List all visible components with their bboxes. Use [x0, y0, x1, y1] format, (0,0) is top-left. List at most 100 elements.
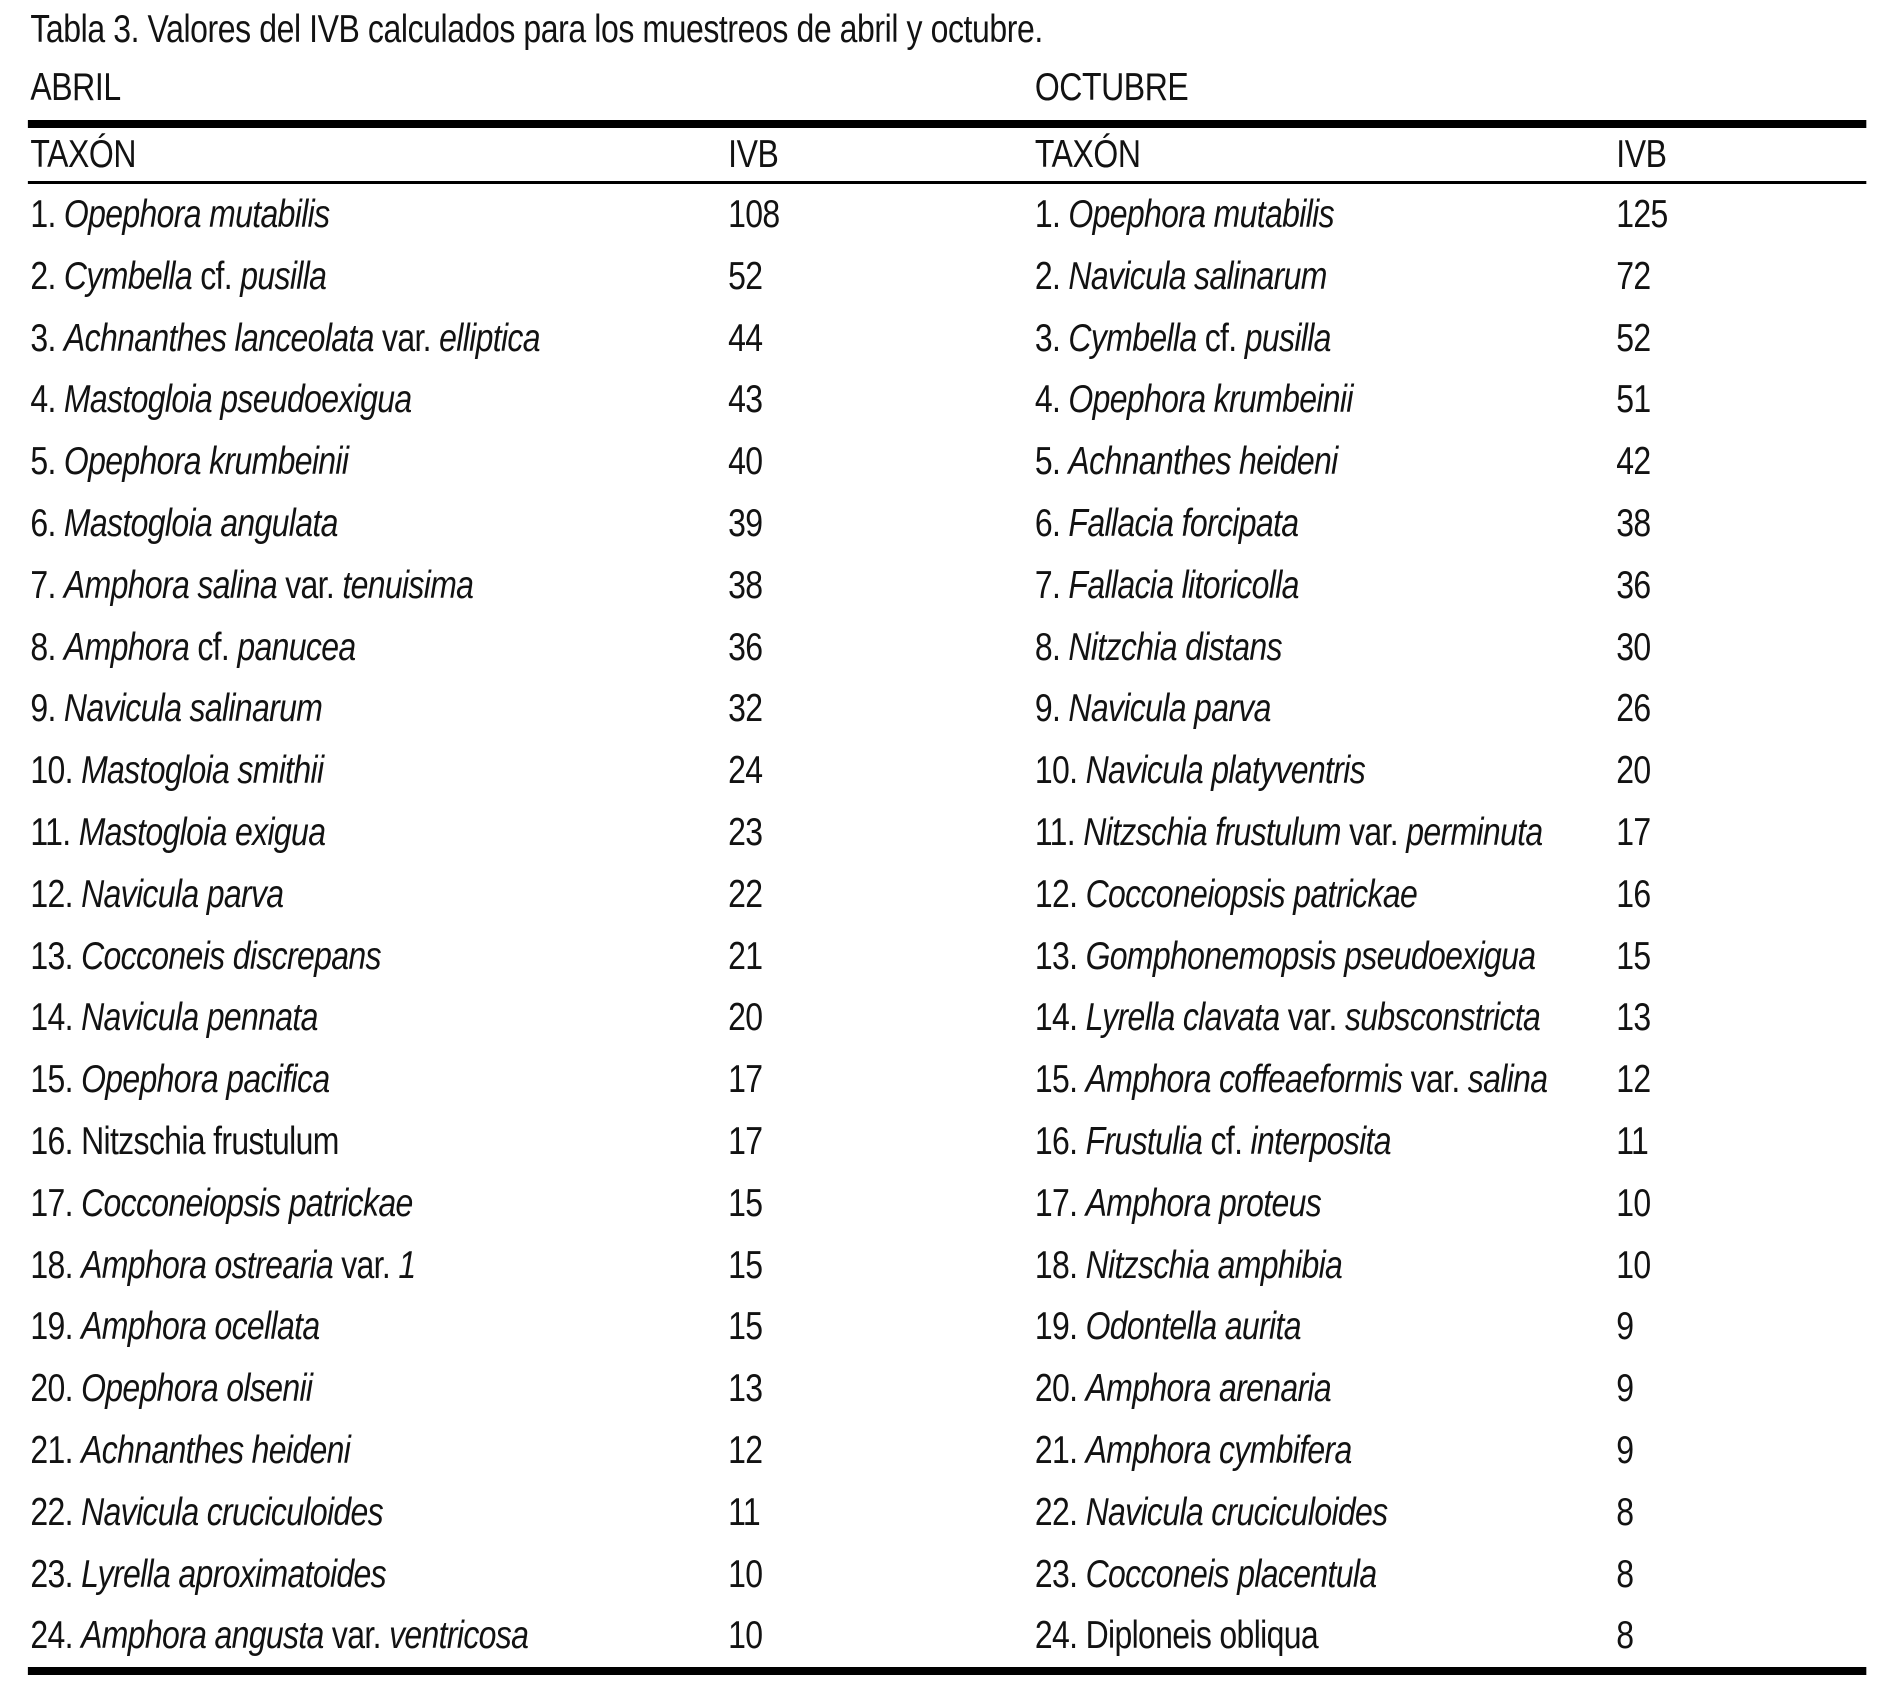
row-number: 5.: [30, 440, 64, 484]
taxon-cell: 5. Achnanthes heideni: [1035, 431, 1616, 493]
ivb-value: 13: [728, 1367, 763, 1411]
ivb-value: 15: [1616, 934, 1651, 978]
row-number: 17.: [1034, 1181, 1086, 1225]
row-number: 20.: [1034, 1367, 1086, 1411]
ivb-value: 8: [1616, 1614, 1634, 1658]
ivb-value: 72: [1616, 254, 1651, 298]
taxon-name-segment: cf.: [200, 254, 241, 298]
taxon-name-segment: Navicula pennata: [81, 996, 318, 1040]
ivb-value: 40: [728, 440, 763, 484]
table-row: 9. Navicula salinarum 32 9. Navicula parva…: [0, 678, 1894, 740]
row-number: 2.: [1034, 254, 1069, 298]
taxon-cell: 22. Navicula cruciculoides: [30, 1482, 728, 1544]
top-rule: [27, 120, 1867, 128]
taxon-name-segment: Lyrella clavata: [1085, 996, 1288, 1040]
row-number: 1.: [30, 193, 64, 236]
taxon-name-segment: Amphora: [63, 625, 198, 669]
row-number: 4.: [1034, 378, 1069, 422]
row-number: 24.: [1034, 1614, 1086, 1658]
ivb-value: 20: [728, 996, 763, 1040]
row-number: 6.: [30, 501, 64, 545]
ivb-value: 23: [728, 810, 763, 854]
taxon-name-segment: Amphora arenaria: [1085, 1367, 1332, 1411]
taxon-name-segment: Cymbella: [1068, 316, 1205, 360]
taxon-cell: 1. Opephora mutabilis: [30, 184, 728, 246]
row-number: 8.: [30, 625, 64, 669]
ivb-value: 15: [728, 1243, 763, 1287]
ivb-value: 51: [1616, 378, 1651, 422]
taxon-name-segment: Amphora cymbifera: [1085, 1428, 1353, 1472]
taxon-name-segment: Diploneis obliqua: [1085, 1614, 1319, 1658]
ivb-value: 10: [728, 1614, 763, 1658]
taxon-cell: 24. Diploneis obliqua: [1035, 1605, 1616, 1667]
ivb-value: 52: [1616, 316, 1651, 360]
ivb-value: 10: [1616, 1181, 1651, 1225]
ivb-value: 12: [728, 1428, 763, 1472]
taxon-name-segment: Cymbella: [63, 254, 201, 298]
row-number: 9.: [1034, 687, 1069, 731]
row-number: 7.: [30, 563, 64, 607]
ivb-value: 30: [1616, 625, 1651, 669]
taxon-cell: 19. Odontella aurita: [1035, 1296, 1616, 1358]
table-row: 15. Opephora pacifica 17 15. Amphora coffe…: [0, 1049, 1894, 1111]
taxon-name-segment: Gomphonemopsis pseudoexigua: [1085, 934, 1537, 978]
col-header-ivb-april: IVB: [728, 133, 779, 176]
ivb-value: 125: [1616, 193, 1668, 236]
ivb-value: 39: [728, 501, 763, 545]
table-row: 21. Achnanthes heideni 12 21. Amphora cymb…: [0, 1420, 1894, 1482]
ivb-value: 15: [728, 1305, 763, 1349]
taxon-name-segment: ventricosa: [389, 1614, 529, 1658]
table-row: 14. Navicula pennata 20 14. Lyrella clavat…: [0, 987, 1894, 1049]
row-number: 21.: [1034, 1428, 1086, 1472]
taxon-cell: 4. Opephora krumbeinii: [1035, 369, 1616, 431]
table-caption: Tabla 3. Valores del IVB calculados para…: [30, 8, 1043, 51]
taxon-name-segment: Navicula salinarum: [1068, 254, 1327, 298]
row-number: 2.: [30, 254, 64, 298]
ivb-value: 17: [1616, 810, 1651, 854]
taxon-cell: 21. Achnanthes heideni: [30, 1420, 728, 1482]
taxon-name-segment: Amphora proteus: [1085, 1181, 1322, 1225]
column-header-row: TAXÓN IVB TAXÓN IVB: [0, 133, 1894, 177]
taxon-cell: 14. Navicula pennata: [30, 987, 728, 1049]
month-header-row: ABRIL OCTUBRE: [0, 66, 1894, 110]
taxon-name-segment: var.: [285, 563, 343, 607]
table-row: 19. Amphora ocellata 15 19. Odontella auri…: [0, 1296, 1894, 1358]
taxon-name-segment: Amphora coffeaeformis: [1085, 1058, 1411, 1102]
header-rule: [27, 181, 1867, 184]
ivb-value: 17: [728, 1119, 763, 1163]
ivb-value: 38: [728, 563, 763, 607]
taxon-cell: 15. Amphora coffeaeformis var. salina: [1035, 1049, 1616, 1111]
taxon-cell: 13. Cocconeis discrepans: [30, 926, 728, 988]
taxon-name-segment: 1: [398, 1243, 416, 1287]
row-number: 1.: [1034, 193, 1069, 236]
taxon-name-segment: panucea: [237, 625, 356, 669]
ivb-value: 12: [1616, 1058, 1651, 1102]
taxon-name-segment: Cocconeis discrepans: [81, 934, 381, 978]
taxon-name-segment: var.: [341, 1243, 399, 1287]
table-row: 2. Cymbella cf. pusilla 52 2. Navicula sal…: [0, 246, 1894, 308]
taxon-cell: 16. Nitzschia frustulum: [30, 1111, 728, 1173]
taxon-name-segment: Navicula parva: [1068, 687, 1271, 731]
row-number: 14.: [1034, 996, 1086, 1040]
taxon-name-segment: Nitzschia frustulum: [81, 1119, 339, 1163]
taxon-name-segment: elliptica: [439, 316, 540, 360]
taxon-cell: 8. Nitzchia distans: [1035, 617, 1616, 679]
taxon-name-segment: Navicula platyventris: [1085, 749, 1366, 793]
taxon-cell: 13. Gomphonemopsis pseudoexigua: [1035, 926, 1616, 988]
row-number: 7.: [1034, 563, 1069, 607]
taxon-cell: 24. Amphora angusta var. ventricosa: [30, 1605, 728, 1667]
row-number: 21.: [30, 1428, 82, 1472]
row-number: 19.: [1034, 1305, 1086, 1349]
row-number: 10.: [1034, 749, 1086, 793]
table-row: 1. Opephora mutabilis 108 1. Opephora muta…: [0, 184, 1894, 246]
month-header-april: ABRIL: [30, 66, 121, 109]
row-number: 12.: [1034, 872, 1086, 916]
taxon-name-segment: cf.: [1204, 316, 1245, 360]
table-row: 18. Amphora ostrearia var. 1 15 18. Nitzsc…: [0, 1235, 1894, 1297]
ivb-value: 11: [728, 1490, 761, 1534]
table-row: 3. Achnanthes lanceolata var. elliptica 4…: [0, 308, 1894, 370]
ivb-value: 9: [1616, 1428, 1634, 1472]
taxon-cell: 1. Opephora mutabilis: [1035, 184, 1616, 246]
taxon-cell: 23. Cocconeis placentula: [1035, 1544, 1616, 1606]
